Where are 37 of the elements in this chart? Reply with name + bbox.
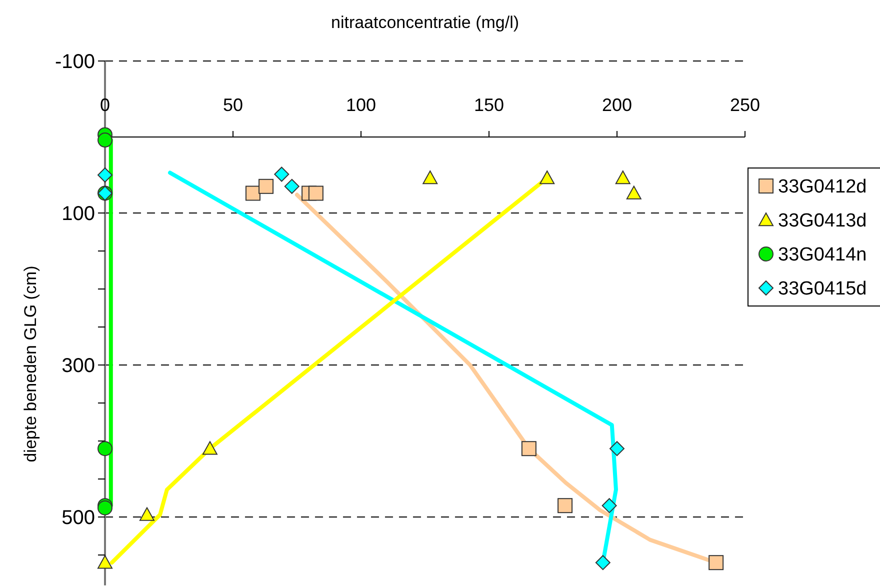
legend-label: 33G0413d bbox=[778, 210, 867, 232]
point bbox=[595, 555, 610, 570]
x-tick-label: 0 bbox=[100, 95, 110, 115]
point bbox=[521, 441, 536, 456]
point bbox=[284, 178, 300, 194]
legend-label: 33G0414n bbox=[778, 244, 867, 266]
y-tick-label: 100 bbox=[62, 203, 95, 225]
point bbox=[308, 186, 324, 201]
legend-label: 33G0415d bbox=[778, 278, 867, 300]
point bbox=[202, 441, 218, 455]
point bbox=[602, 498, 617, 514]
legend-label: 33G0412d bbox=[778, 176, 867, 198]
y-axis-title: diepte beneden GLG (cm) bbox=[21, 266, 40, 462]
point bbox=[98, 441, 112, 456]
point bbox=[422, 170, 438, 184]
y-tick-label: 300 bbox=[62, 355, 95, 377]
point bbox=[274, 166, 290, 182]
point bbox=[610, 441, 624, 456]
point bbox=[139, 507, 154, 521]
x-tick-label: 150 bbox=[474, 95, 504, 115]
point bbox=[626, 186, 642, 200]
point bbox=[540, 170, 555, 184]
y-tick-label: 500 bbox=[62, 507, 95, 529]
point bbox=[615, 170, 630, 184]
point bbox=[558, 498, 573, 514]
point bbox=[245, 186, 260, 201]
point bbox=[258, 178, 274, 194]
x-axis-title: nitraatconcentratie (mg/l) bbox=[330, 13, 520, 32]
x-tick-label: 200 bbox=[602, 95, 632, 115]
point bbox=[708, 555, 724, 570]
x-tick-label: 50 bbox=[222, 95, 244, 115]
x-tick-label: 100 bbox=[346, 95, 376, 115]
point bbox=[98, 555, 112, 569]
point bbox=[98, 132, 112, 148]
point bbox=[98, 168, 112, 182]
x-tick-label: 250 bbox=[730, 95, 760, 115]
y-tick-label: -100 bbox=[54, 51, 95, 73]
